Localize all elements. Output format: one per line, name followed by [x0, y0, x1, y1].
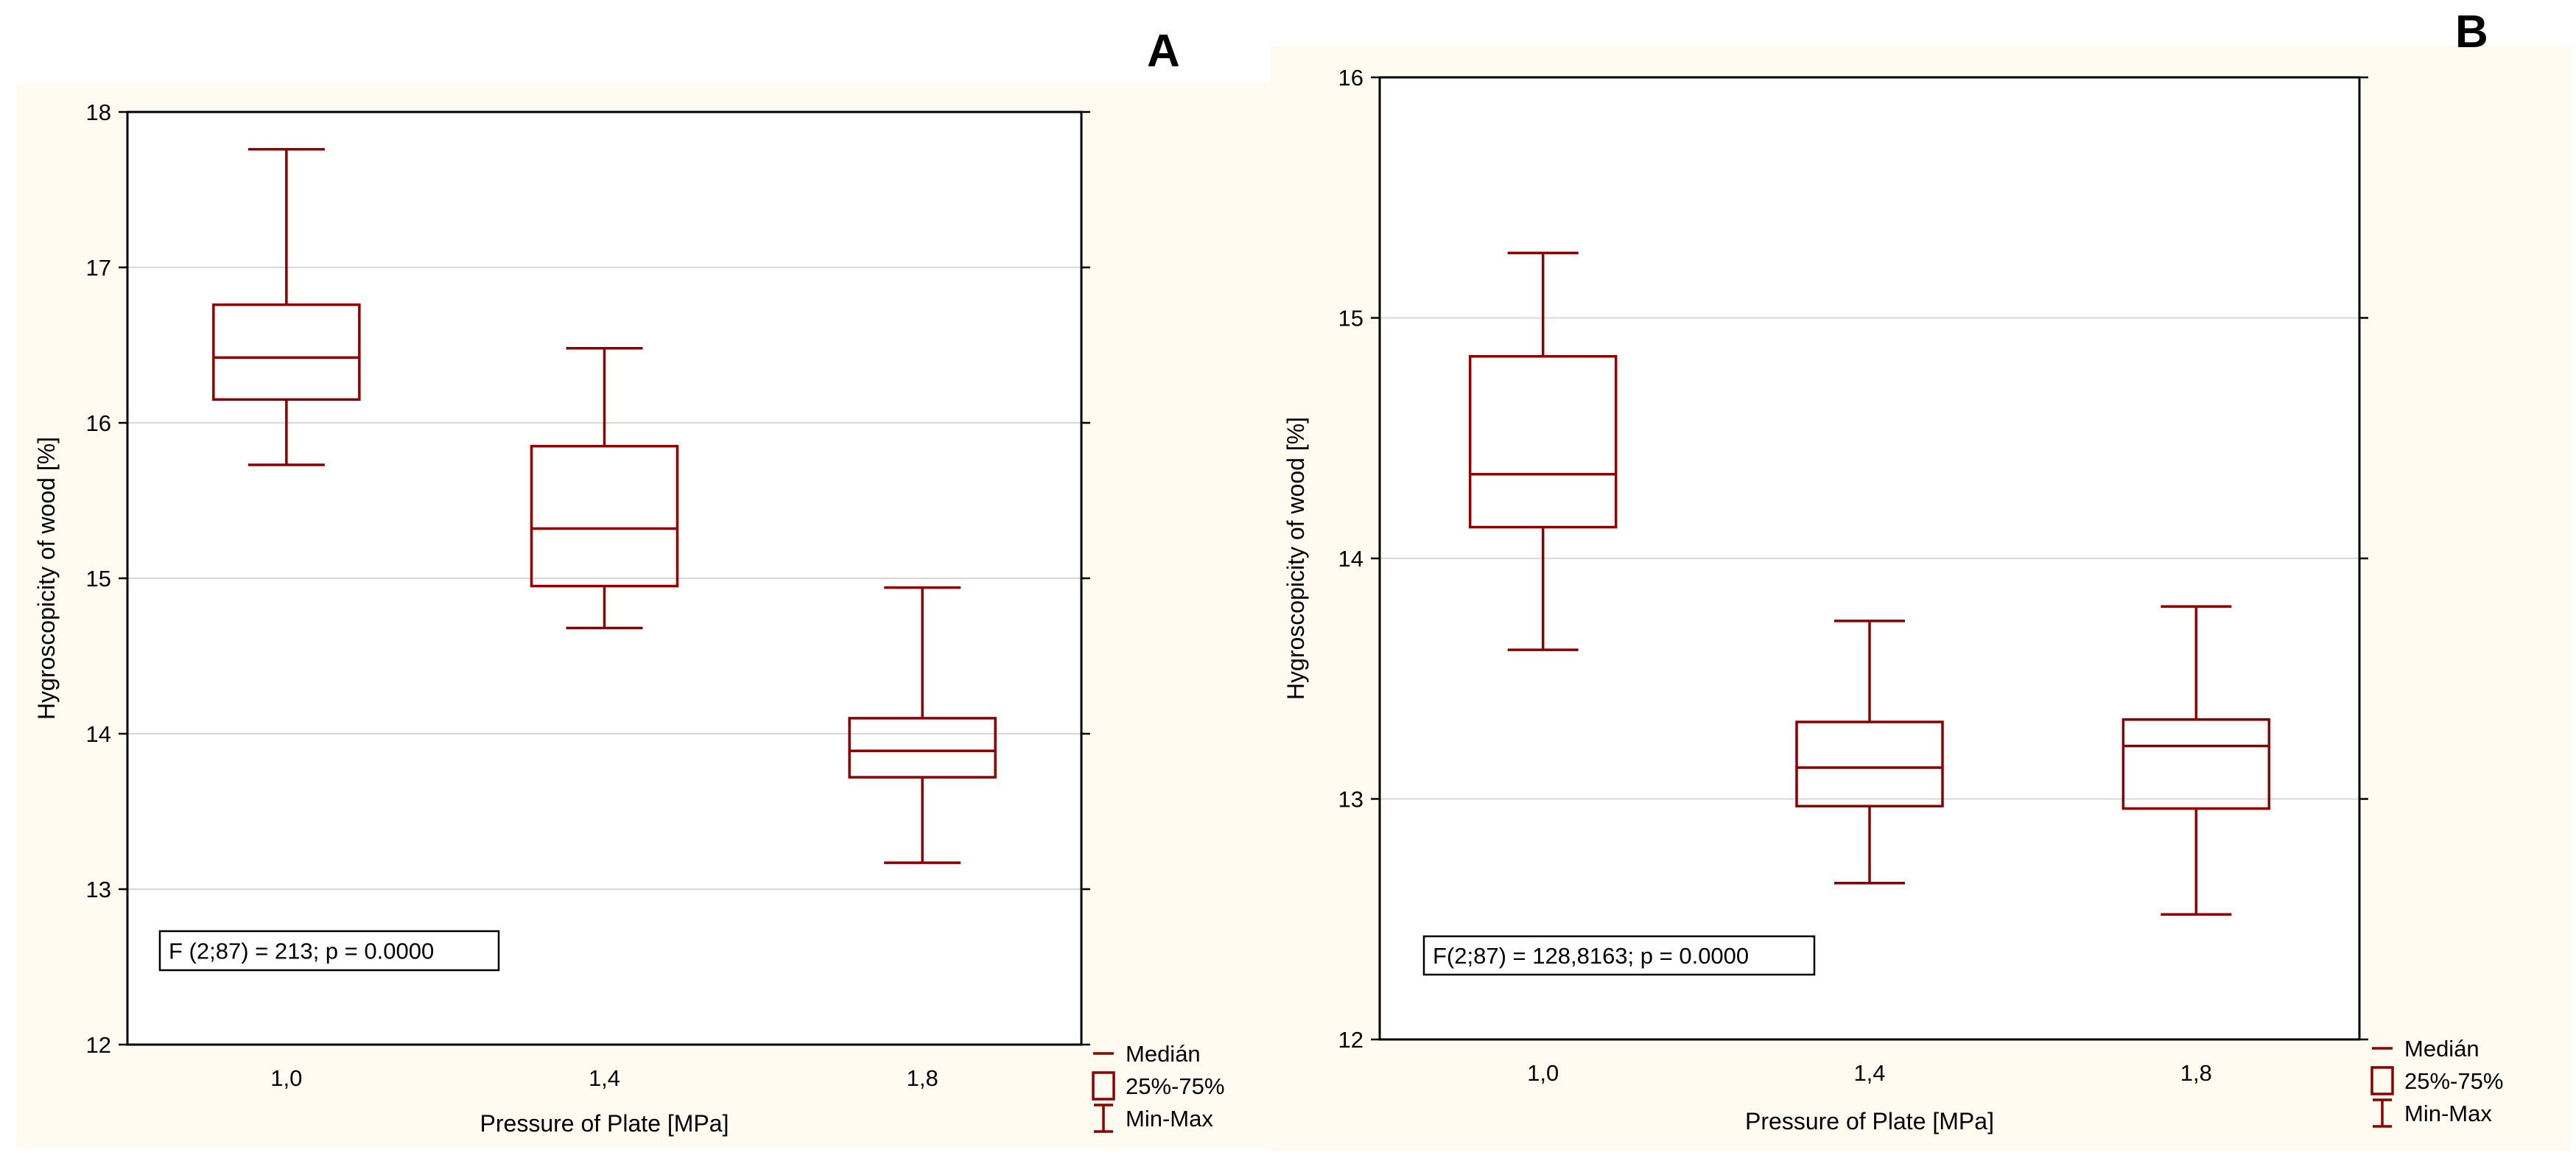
iqr-box: [1795, 720, 1944, 808]
y-tick-label: 13: [1338, 787, 1364, 813]
y-tick-label: 13: [86, 877, 111, 902]
stats-annotation-text: F (2;87) = 213; p = 0.0000: [169, 939, 434, 964]
legend-minmax-label: Min-Max: [1126, 1106, 1213, 1132]
y-tick-label: 14: [86, 721, 111, 747]
box-group: [2121, 605, 2271, 916]
legend-median-label: Medián: [1126, 1041, 1201, 1067]
x-tick-label: 1,4: [589, 1065, 620, 1091]
y-tick-label: 16: [86, 410, 111, 436]
x-tick-label: 1,8: [907, 1065, 938, 1091]
iqr-box: [530, 444, 679, 588]
y-tick-label: 15: [1338, 306, 1364, 332]
box-group: [530, 346, 679, 630]
legend-box-label: 25%-75%: [1126, 1073, 1224, 1099]
y-axis-label: Hygroscopicity of wood [%]: [1282, 417, 1309, 700]
panel-label-b: B: [2455, 7, 2488, 57]
legend-minmax-label: Min-Max: [2404, 1101, 2492, 1126]
iqr-box: [1468, 354, 1618, 529]
legend-box-symbol: [1092, 1071, 1115, 1101]
y-tick-label: 12: [86, 1032, 111, 1058]
box-group: [848, 586, 997, 864]
panel-label-a: A: [1147, 26, 1180, 77]
stats-annotation-box: [158, 930, 500, 972]
stats-annotation-text: F(2;87) = 128,8163; p = 0.0000: [1433, 943, 1749, 969]
box-group: [1468, 251, 1618, 651]
box-group: [212, 147, 361, 466]
x-tick-label: 1,8: [2180, 1060, 2212, 1086]
iqr-box: [2121, 718, 2271, 810]
box-plot-b: 12 13 14 15 16 1,0 1,4 1,8 Pressure of Plate [MP…: [1271, 46, 2571, 1151]
iqr-box: [212, 303, 361, 401]
x-axis-label: Pressure of Plate [MPa]: [480, 1110, 729, 1137]
x-tick-label: 1,4: [1853, 1060, 1885, 1086]
axes-frame: [1378, 76, 2361, 1041]
y-tick-label: 12: [1338, 1027, 1364, 1053]
stats-annotation-box: [1422, 935, 1816, 976]
legend-median-label: Medián: [2404, 1036, 2480, 1062]
box-group: [1795, 620, 1944, 885]
chart-panel-a: 12 13 14 15 16 17 18 1,0 1,4 1,8 Pressure of Plate…: [0, 0, 1274, 1161]
y-tick-label: 14: [1338, 546, 1364, 572]
iqr-box: [848, 717, 997, 779]
x-tick-label: 1,0: [270, 1065, 302, 1091]
y-axis-label: Hygroscopicity of wood [%]: [33, 437, 60, 720]
y-tick-label: 17: [86, 255, 111, 281]
y-tick-label: 15: [86, 566, 111, 592]
legend-box-label: 25%-75%: [2404, 1068, 2503, 1094]
x-tick-label: 1,0: [1527, 1060, 1559, 1086]
chart-panel-b: 12 13 14 15 16 1,0 1,4 1,8 Pressure of Plate [MP…: [1271, 0, 2576, 1161]
y-tick-label: 16: [1338, 65, 1364, 91]
box-plot-a: 12 13 14 15 16 17 18 1,0 1,4 1,8 Pressure of Plate…: [16, 83, 1271, 1149]
axes-frame: [126, 111, 1083, 1046]
x-axis-label: Pressure of Plate [MPa]: [1745, 1108, 1994, 1134]
legend-box-symbol: [2370, 1066, 2394, 1095]
y-tick-label: 18: [86, 99, 111, 125]
